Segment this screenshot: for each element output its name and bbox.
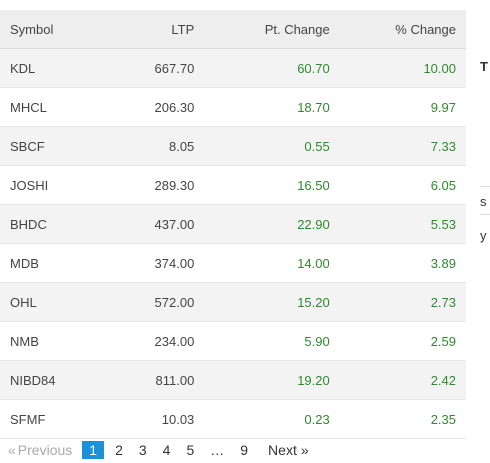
cell-pct-change: 7.33 [339,126,466,166]
cell-symbol[interactable]: NIBD84 [0,360,104,400]
table-header-row: Symbol LTP Pt. Change % Change [0,10,466,49]
table-row: MHCL 206.30 18.70 9.97 [0,87,466,127]
table-row: SFMF 10.03 0.23 2.35 [0,399,466,439]
table-row: SBCF 8.05 0.55 7.33 [0,126,466,166]
clipped-text-fragment: s [480,194,487,209]
previous-page-button: Previous [17,442,73,458]
table-row: NIBD84 811.00 19.20 2.42 [0,360,466,400]
clipped-divider [480,186,490,187]
clipped-divider [480,214,490,215]
page-1-button[interactable]: 1 [82,441,105,459]
cell-ltp: 206.30 [103,87,205,127]
clipped-adjacent-panel: T s y [480,0,490,463]
cell-pt-change: 5.90 [204,321,340,361]
page-5-button[interactable]: 5 [186,442,195,458]
cell-pt-change: 0.55 [204,126,340,166]
clipped-heading-fragment: T [480,59,488,74]
cell-ltp: 572.00 [103,282,205,322]
page-9-button[interactable]: 9 [240,442,249,458]
cell-symbol[interactable]: MHCL [0,87,104,127]
cell-pt-change: 22.90 [204,204,340,244]
cell-ltp: 10.03 [103,399,205,439]
cell-symbol[interactable]: SFMF [0,399,104,439]
column-header-symbol[interactable]: Symbol [0,10,104,49]
cell-ltp: 811.00 [103,360,205,400]
cell-pt-change: 15.20 [204,282,340,322]
table-row: MDB 374.00 14.00 3.89 [0,243,466,283]
column-header-ltp[interactable]: LTP [103,10,205,49]
table-row: KDL 667.70 60.70 10.00 [0,48,466,88]
cell-pt-change: 60.70 [204,48,340,88]
cell-pct-change: 2.35 [339,399,466,439]
cell-pct-change: 5.53 [339,204,466,244]
cell-symbol[interactable]: OHL [0,282,104,322]
page-ellipsis: … [210,442,225,458]
table-row: NMB 234.00 5.90 2.59 [0,321,466,361]
column-header-pt-change[interactable]: Pt. Change [204,10,340,49]
cell-pct-change: 6.05 [339,165,466,205]
cell-symbol[interactable]: JOSHI [0,165,104,205]
cell-ltp: 289.30 [103,165,205,205]
table-row: BHDC 437.00 22.90 5.53 [0,204,466,244]
last-page-icon[interactable]: » [300,442,309,458]
cell-ltp: 374.00 [103,243,205,283]
cell-pt-change: 16.50 [204,165,340,205]
top-gainers-table: Symbol LTP Pt. Change % Change KDL 667.7… [0,10,466,439]
clipped-text-fragment: y [480,228,487,243]
column-header-pct-change[interactable]: % Change [339,10,466,49]
first-page-icon: « [8,442,16,458]
page-4-button[interactable]: 4 [162,442,171,458]
cell-symbol[interactable]: NMB [0,321,104,361]
cell-ltp: 234.00 [103,321,205,361]
cell-pct-change: 10.00 [339,48,466,88]
cell-symbol[interactable]: KDL [0,48,104,88]
cell-pct-change: 2.73 [339,282,466,322]
cell-ltp: 667.70 [103,48,205,88]
cell-pct-change: 9.97 [339,87,466,127]
page-2-button[interactable]: 2 [115,442,123,458]
cell-pct-change: 2.42 [339,360,466,400]
table-row: OHL 572.00 15.20 2.73 [0,282,466,322]
page-3-button[interactable]: 3 [138,442,147,458]
cell-ltp: 437.00 [103,204,205,244]
cell-pt-change: 19.20 [204,360,340,400]
table-row: JOSHI 289.30 16.50 6.05 [0,165,466,205]
cell-pct-change: 2.59 [339,321,466,361]
cell-pt-change: 14.00 [204,243,340,283]
pagination: « Previous 1 2 3 4 5 … 9 Next » [8,438,309,462]
cell-ltp: 8.05 [103,126,205,166]
cell-symbol[interactable]: BHDC [0,204,104,244]
cell-pt-change: 18.70 [204,87,340,127]
cell-symbol[interactable]: MDB [0,243,104,283]
cell-pct-change: 3.89 [339,243,466,283]
next-page-button[interactable]: Next [268,442,297,458]
cell-pt-change: 0.23 [204,399,340,439]
cell-symbol[interactable]: SBCF [0,126,104,166]
